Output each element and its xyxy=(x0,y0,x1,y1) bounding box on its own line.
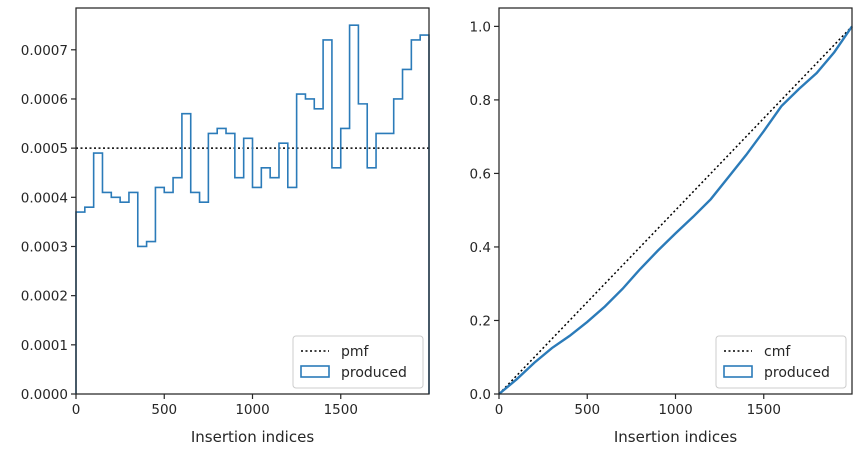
x-tick-label: 0 xyxy=(72,402,81,418)
left-axes-frame xyxy=(75,7,430,395)
y-tick-label: 0.0003 xyxy=(21,239,68,255)
x-tick-label: 500 xyxy=(151,402,177,418)
y-tick-label: 0.0006 xyxy=(21,92,68,108)
right-legend: cmf produced xyxy=(715,335,847,389)
x-tick-label: 0 xyxy=(495,402,504,418)
produced-cdf-line xyxy=(498,25,853,395)
y-tick-label: 0.8 xyxy=(470,93,491,109)
y-tick-label: 0.0005 xyxy=(21,141,68,157)
y-tick-label: 0.6 xyxy=(470,166,491,182)
x-tick-label: 1500 xyxy=(747,402,781,418)
y-tick-label: 0.2 xyxy=(470,313,491,329)
right-x-axis-label: Insertion indices xyxy=(614,428,737,446)
y-tick-label: 0.0000 xyxy=(21,387,68,403)
right-chart: 0 500 1000 1500 0.0 0.2 0.4 0.6 0.8 1.0 Insertion… xyxy=(470,7,853,446)
y-tick-label: 0.0001 xyxy=(21,338,68,354)
legend-produced-swatch xyxy=(300,365,330,378)
right-axes-frame xyxy=(498,7,853,395)
y-tick-label: 0.4 xyxy=(470,240,491,256)
left-chart: 0 500 1000 1500 0.0000 0.0001 0.0002 0.0003 0.00… xyxy=(21,7,430,446)
legend-produced-label: produced xyxy=(764,365,830,381)
y-tick-label: 0.0 xyxy=(470,387,491,403)
x-tick-label: 1000 xyxy=(658,402,692,418)
x-tick-label: 1000 xyxy=(235,402,269,418)
left-x-axis-label: Insertion indices xyxy=(191,428,314,446)
produced-step-histogram xyxy=(75,24,430,394)
legend-cmf-label: cmf xyxy=(764,344,791,360)
legend-produced-label: produced xyxy=(341,365,407,381)
y-tick-label: 0.0002 xyxy=(21,289,68,305)
y-tick-label: 1.0 xyxy=(470,19,491,35)
left-legend: pmf produced xyxy=(292,335,424,389)
y-tick-label: 0.0004 xyxy=(21,190,68,206)
legend-produced-swatch xyxy=(723,365,753,378)
x-tick-label: 1500 xyxy=(324,402,358,418)
legend-pmf-label: pmf xyxy=(341,344,370,360)
y-tick-label: 0.0007 xyxy=(21,43,68,59)
cmf-line xyxy=(498,25,853,395)
x-tick-label: 500 xyxy=(574,402,600,418)
